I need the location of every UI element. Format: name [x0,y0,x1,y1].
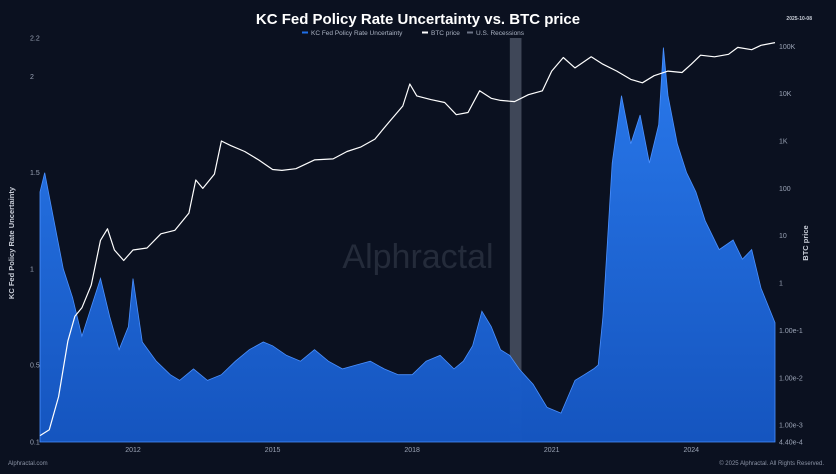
area-layer [39,47,776,443]
series-line-btc [39,42,776,437]
right-tick-label: 1.00e-2 [779,375,803,382]
line-layer [39,42,776,437]
recession-layer [509,38,522,442]
left-tick-label: 1.5 [30,170,40,177]
right-axis-ticks: 100K 10K 1K 100 10 1 1.00e-1 1.00e-2 1.00e-3 4.40… [779,44,803,447]
right-tick-label: 1 [779,281,783,288]
footer-right: © 2025 Alphractal. All Rights Reserved. [719,460,824,467]
x-tick-label: 2015 [265,447,281,454]
left-tick-label: 2.2 [30,36,40,43]
right-axis-title: BTC price [801,225,810,260]
right-tick-label: 100K [779,44,796,51]
left-axis-ticks: 2.2 2 1.5 1 0.5 0.1 [30,36,40,447]
legend-item-kc-fed: KC Fed Policy Rate Uncertainty [302,30,403,37]
right-tick-label: 10 [779,233,787,240]
x-tick-label: 2024 [683,447,699,454]
left-tick-label: 0.5 [30,363,40,370]
x-tick-label: 2021 [544,447,560,454]
right-tick-label: 1.00e-3 [779,423,803,430]
legend-label-recessions: U.S. Recessions [476,30,525,37]
left-tick-label: 1 [30,266,34,273]
watermark: Alphractal [342,238,493,276]
x-axis-ticks: 2012 2015 2018 2021 2024 [125,447,699,454]
right-tick-label: 4.40e-4 [779,440,803,447]
x-tick-label: 2018 [404,447,420,454]
footer-left: Alphractal.com [8,461,48,467]
recession-band [509,38,522,442]
legend-item-recessions: U.S. Recessions [467,30,525,37]
left-axis-title: KC Fed Policy Rate Uncertainty [7,186,16,299]
legend-swatch-kc-fed [302,31,308,34]
legend-swatch-btc [422,31,428,34]
series-area-kc-fed [39,47,776,443]
x-tick-label: 2012 [125,447,141,454]
left-tick-label: 0.1 [30,440,40,447]
left-tick-label: 2 [30,74,34,81]
chart-title: KC Fed Policy Rate Uncertainty vs. BTC p… [256,11,580,28]
legend-label-kc-fed: KC Fed Policy Rate Uncertainty [311,30,403,37]
right-tick-label: 10K [779,91,792,98]
legend-item-btc: BTC price [422,30,460,37]
legend: KC Fed Policy Rate Uncertainty BTC price… [302,30,525,37]
legend-label-btc: BTC price [431,30,460,37]
right-tick-label: 1K [779,139,788,146]
date-tag: 2025-10-08 [786,16,812,22]
legend-swatch-recessions [467,31,473,34]
right-tick-label: 1.00e-1 [779,328,803,335]
right-tick-label: 100 [779,186,791,193]
